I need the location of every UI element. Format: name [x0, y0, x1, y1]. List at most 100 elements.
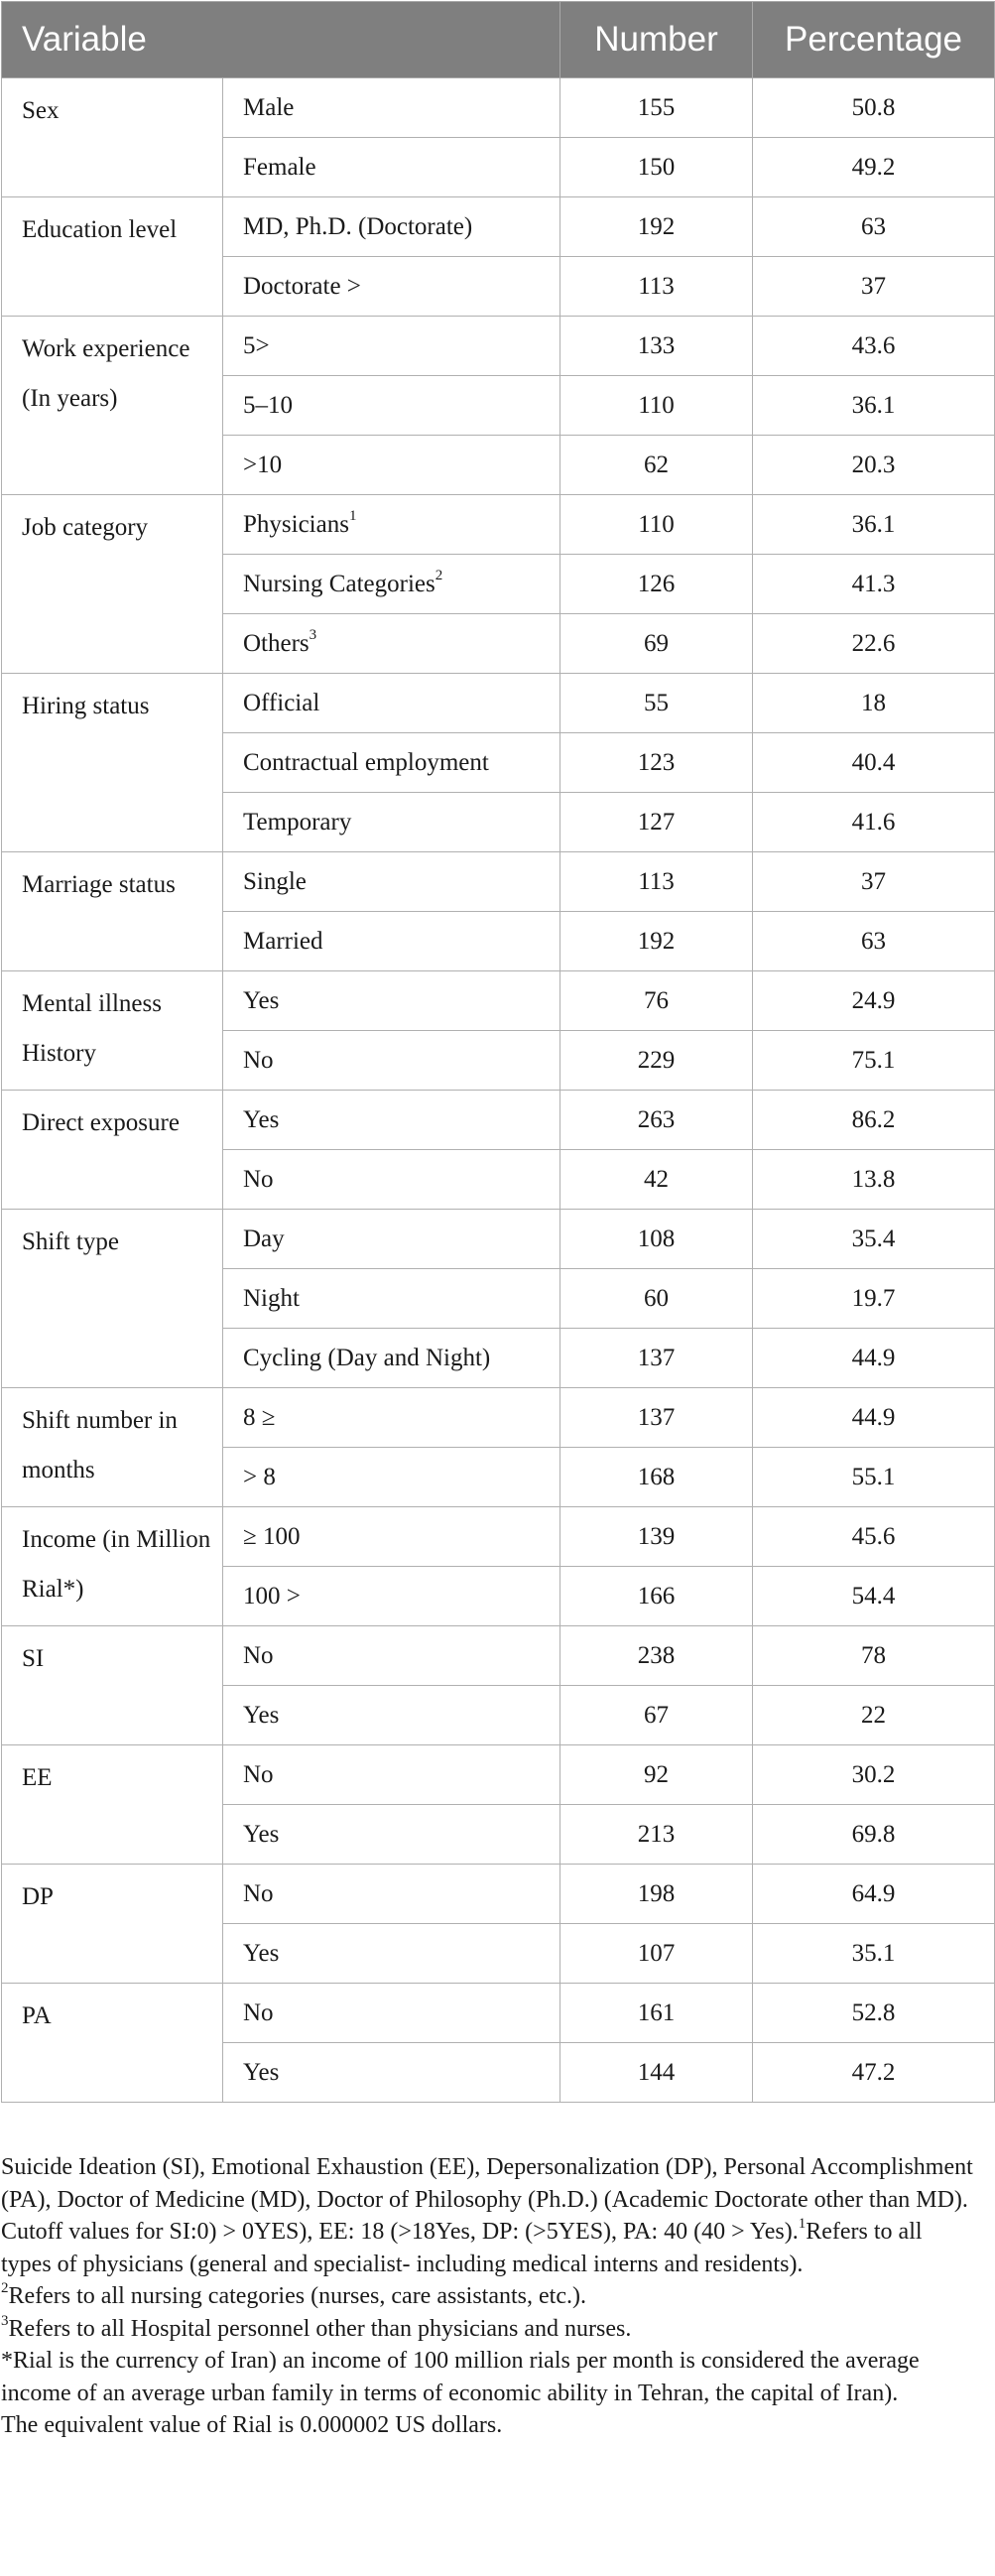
- table-row: Sex Male 155 50.8: [1, 77, 995, 197]
- percentage-cell: 37: [752, 851, 995, 912]
- percentage-cell: 55.1: [752, 1447, 995, 1507]
- number-cell: 238: [560, 1625, 754, 1686]
- note-cutoff: Cutoff values for SI:0) > 0YES), EE: 18 …: [1, 2216, 978, 2280]
- percentage-cell: 41.6: [752, 792, 995, 852]
- percentage-cell: 69.8: [752, 1804, 995, 1865]
- variable-cell: DP: [1, 1864, 223, 1984]
- variable-cell: EE: [1, 1744, 223, 1865]
- table-row: Hiring status Official 55 18: [1, 673, 995, 852]
- number-cell: 92: [560, 1744, 754, 1805]
- footnote-mark-3: 3: [1, 2312, 9, 2329]
- number-cell: 67: [560, 1685, 754, 1745]
- footnote-mark-1: 1: [798, 2216, 807, 2232]
- footnote-mark: 3: [309, 627, 317, 644]
- table-row: SI No 238 78: [1, 1625, 995, 1745]
- number-cell: 133: [560, 316, 754, 376]
- category-label: No: [243, 1760, 274, 1788]
- number-cell: 113: [560, 851, 754, 912]
- category-cell: Day: [221, 1209, 561, 1269]
- category-label: Married: [243, 927, 323, 955]
- number-cell: 137: [560, 1387, 754, 1448]
- category-label: Contractual employment: [243, 748, 489, 776]
- category-label: Night: [243, 1284, 300, 1312]
- number-cell: 113: [560, 256, 754, 317]
- category-label: Yes: [243, 1701, 280, 1729]
- category-cell: No: [221, 1744, 561, 1805]
- number-cell: 155: [560, 77, 754, 138]
- category-label: 8 ≥: [243, 1403, 276, 1431]
- category-cell: Female: [221, 137, 561, 197]
- percentage-cell: 78: [752, 1625, 995, 1686]
- variable-cell: Sex: [1, 77, 223, 197]
- percentage-cell: 35.1: [752, 1923, 995, 1984]
- number-cell: 139: [560, 1506, 754, 1567]
- category-label: Cycling (Day and Night): [243, 1344, 491, 1371]
- category-cell: No: [221, 1149, 561, 1210]
- category-cell: >10: [221, 435, 561, 495]
- number-cell: 150: [560, 137, 754, 197]
- note-abbreviations: Suicide Ideation (SI), Emotional Exhaust…: [1, 2154, 973, 2213]
- category-label: No: [243, 1046, 274, 1074]
- table-row: Education level MD, Ph.D. (Doctorate) 192 6…: [1, 196, 995, 317]
- table-row: Mental illness History Yes 76 24.9: [1, 970, 995, 1091]
- percentage-cell: 63: [752, 196, 995, 257]
- number-cell: 126: [560, 554, 754, 614]
- note-footnote-2: Refers to all nursing categories (nurses…: [8, 2283, 586, 2309]
- number-cell: 123: [560, 732, 754, 793]
- category-cell: No: [221, 1983, 561, 2043]
- category-label: 5>: [243, 331, 270, 359]
- variable-cell: Income (in Million Rial*): [1, 1506, 223, 1626]
- table-footnotes: Suicide Ideation (SI), Emotional Exhaust…: [1, 2151, 978, 2442]
- number-cell: 168: [560, 1447, 754, 1507]
- percentage-cell: 86.2: [752, 1090, 995, 1150]
- table-row: Others3 69 22.6: [2, 613, 995, 674]
- table-row: Job category Physicians1 110 36.1: [1, 494, 995, 674]
- variable-cell: Direct exposure: [1, 1090, 223, 1210]
- category-label: >10: [243, 451, 283, 478]
- number-cell: 110: [560, 494, 754, 555]
- variable-cell: Shift type: [1, 1209, 223, 1388]
- table-row: Work experience (In years) 5> 133 43.6: [1, 316, 995, 495]
- number-cell: 213: [560, 1804, 754, 1865]
- footnote-mark: 2: [435, 568, 443, 584]
- percentage-cell: 18: [752, 673, 995, 733]
- category-label: No: [243, 1879, 274, 1907]
- demographics-table: Variable Number Percentage Sex Male 155 50.…: [0, 1, 995, 2103]
- table-row: Female 150 49.2: [2, 137, 995, 197]
- note-cutoff-text: Cutoff values for SI:0) > 0YES), EE: 18 …: [1, 2219, 799, 2245]
- percentage-cell: 41.3: [752, 554, 995, 614]
- category-label: Doctorate >: [243, 272, 361, 300]
- category-cell: Contractual employment: [221, 732, 561, 793]
- percentage-cell: 49.2: [752, 137, 995, 197]
- category-label: 5–10: [243, 391, 293, 419]
- variable-cell: Hiring status: [1, 673, 223, 852]
- table-row: DP No 198 64.9: [1, 1864, 995, 1984]
- variable-cell: SI: [1, 1625, 223, 1745]
- variable-cell: PA: [1, 1983, 223, 2103]
- number-cell: 161: [560, 1983, 754, 2043]
- category-cell: Yes: [221, 1804, 561, 1865]
- number-cell: 229: [560, 1030, 754, 1091]
- table-row: 100 > 166 54.4: [2, 1566, 995, 1626]
- footnote-mark-2: 2: [1, 2280, 9, 2296]
- table-body: Sex Male 155 50.8 Female 150 49.2 Education lev…: [1, 77, 995, 2103]
- percentage-cell: 43.6: [752, 316, 995, 376]
- number-cell: 192: [560, 196, 754, 257]
- note-rial: *Rial is the currency of Iran) an income…: [1, 2348, 920, 2406]
- number-cell: 108: [560, 1209, 754, 1269]
- number-cell: 69: [560, 613, 754, 674]
- table-row: Yes 107 35.1: [2, 1923, 995, 1984]
- variable-cell: Shift number in months: [1, 1387, 223, 1507]
- category-label: Others: [243, 629, 310, 657]
- percentage-cell: 35.4: [752, 1209, 995, 1269]
- table-row: Direct exposure Yes 263 86.2: [1, 1090, 995, 1210]
- variable-cell: Work experience (In years): [1, 316, 223, 495]
- category-cell: Male: [221, 77, 561, 138]
- category-cell: Married: [221, 911, 561, 971]
- category-cell: Night: [221, 1268, 561, 1329]
- variable-cell: Mental illness History: [1, 970, 223, 1091]
- category-label: MD, Ph.D. (Doctorate): [243, 212, 473, 240]
- number-cell: 55: [560, 673, 754, 733]
- percentage-cell: 13.8: [752, 1149, 995, 1210]
- category-cell: Others3: [221, 613, 561, 674]
